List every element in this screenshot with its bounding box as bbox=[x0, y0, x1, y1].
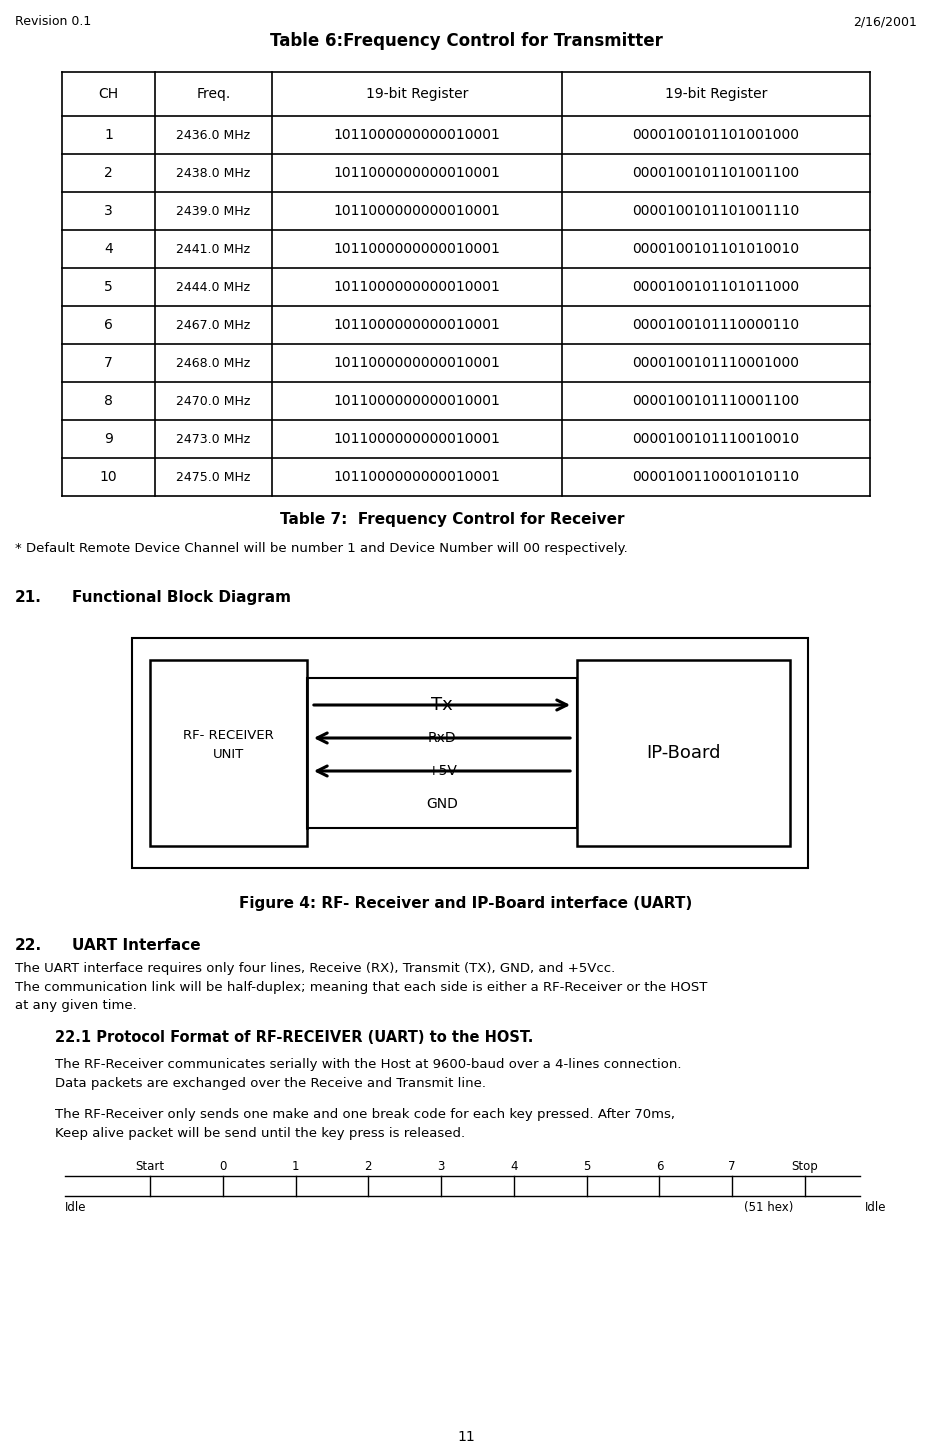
Text: 4: 4 bbox=[510, 1160, 517, 1173]
Text: 21.: 21. bbox=[15, 590, 42, 605]
Text: 2441.0 MHz: 2441.0 MHz bbox=[176, 242, 251, 255]
Text: 6: 6 bbox=[104, 318, 113, 332]
Text: 3: 3 bbox=[104, 204, 113, 218]
Text: CH: CH bbox=[99, 87, 118, 102]
Text: 2468.0 MHz: 2468.0 MHz bbox=[176, 357, 251, 370]
Text: 1011000000000010001: 1011000000000010001 bbox=[334, 165, 500, 180]
Text: 0000100101110000110: 0000100101110000110 bbox=[633, 318, 800, 332]
Text: Freq.: Freq. bbox=[197, 87, 230, 102]
Text: 2439.0 MHz: 2439.0 MHz bbox=[176, 204, 251, 218]
Text: (51 hex): (51 hex) bbox=[744, 1201, 793, 1214]
Text: RF- RECEIVER
UNIT: RF- RECEIVER UNIT bbox=[183, 729, 274, 761]
Text: Start: Start bbox=[135, 1160, 165, 1173]
Text: 2467.0 MHz: 2467.0 MHz bbox=[176, 319, 251, 332]
Text: 0000100101101001110: 0000100101101001110 bbox=[633, 204, 800, 218]
Text: * Default Remote Device Channel will be number 1 and Device Number will 00 respe: * Default Remote Device Channel will be … bbox=[15, 542, 628, 555]
Bar bbox=[150, 660, 307, 845]
Text: 1: 1 bbox=[104, 128, 113, 142]
Text: 1011000000000010001: 1011000000000010001 bbox=[334, 432, 500, 447]
Text: 5: 5 bbox=[104, 280, 113, 294]
Text: 0000100101110001000: 0000100101110001000 bbox=[633, 357, 800, 370]
Text: 0: 0 bbox=[219, 1160, 226, 1173]
Text: 2/16/2001: 2/16/2001 bbox=[853, 14, 917, 28]
Text: 0000100101101010010: 0000100101101010010 bbox=[633, 242, 800, 257]
Text: Idle: Idle bbox=[65, 1201, 87, 1214]
Text: Idle: Idle bbox=[865, 1201, 886, 1214]
Text: 2: 2 bbox=[104, 165, 113, 180]
Text: Functional Block Diagram: Functional Block Diagram bbox=[72, 590, 291, 605]
Text: Revision 0.1: Revision 0.1 bbox=[15, 14, 91, 28]
Bar bbox=[132, 638, 808, 869]
Text: 0000100101101011000: 0000100101101011000 bbox=[633, 280, 800, 294]
Text: The RF-Receiver communicates serially with the Host at 9600-baud over a 4-lines : The RF-Receiver communicates serially wi… bbox=[55, 1058, 681, 1089]
Text: 0000100101101001100: 0000100101101001100 bbox=[633, 165, 800, 180]
Text: 1: 1 bbox=[292, 1160, 299, 1173]
Text: 19-bit Register: 19-bit Register bbox=[366, 87, 468, 102]
Text: 6: 6 bbox=[656, 1160, 664, 1173]
Text: 1011000000000010001: 1011000000000010001 bbox=[334, 204, 500, 218]
Text: 10: 10 bbox=[100, 470, 117, 484]
Text: 1011000000000010001: 1011000000000010001 bbox=[334, 128, 500, 142]
Text: 1011000000000010001: 1011000000000010001 bbox=[334, 280, 500, 294]
Text: Stop: Stop bbox=[791, 1160, 818, 1173]
Text: 0000100110001010110: 0000100110001010110 bbox=[633, 470, 800, 484]
Text: 2470.0 MHz: 2470.0 MHz bbox=[176, 394, 251, 407]
Text: Table 6:Frequency Control for Transmitter: Table 6:Frequency Control for Transmitte… bbox=[269, 32, 663, 49]
Text: 1011000000000010001: 1011000000000010001 bbox=[334, 394, 500, 407]
Text: 2473.0 MHz: 2473.0 MHz bbox=[176, 432, 251, 445]
Text: 1011000000000010001: 1011000000000010001 bbox=[334, 357, 500, 370]
Text: Table 7:  Frequency Control for Receiver: Table 7: Frequency Control for Receiver bbox=[280, 512, 624, 526]
Bar bbox=[307, 679, 577, 828]
Text: IP-Board: IP-Board bbox=[646, 744, 720, 763]
Text: 0000100101110010010: 0000100101110010010 bbox=[633, 432, 800, 447]
Text: 8: 8 bbox=[104, 394, 113, 407]
Text: 4: 4 bbox=[104, 242, 113, 257]
Text: 0000100101110001100: 0000100101110001100 bbox=[633, 394, 800, 407]
Text: 2438.0 MHz: 2438.0 MHz bbox=[176, 167, 251, 180]
Text: 11: 11 bbox=[457, 1430, 475, 1444]
Text: 2444.0 MHz: 2444.0 MHz bbox=[176, 280, 251, 293]
Text: 2: 2 bbox=[364, 1160, 372, 1173]
Text: UART Interface: UART Interface bbox=[72, 938, 200, 953]
Text: The UART interface requires only four lines, Receive (RX), Transmit (TX), GND, a: The UART interface requires only four li… bbox=[15, 961, 707, 1012]
Text: The RF-Receiver only sends one make and one break code for each key pressed. Aft: The RF-Receiver only sends one make and … bbox=[55, 1108, 675, 1140]
Text: 7: 7 bbox=[729, 1160, 736, 1173]
Text: RxD: RxD bbox=[428, 731, 457, 745]
Text: Tx: Tx bbox=[432, 696, 453, 713]
Text: 0000100101101001000: 0000100101101001000 bbox=[633, 128, 800, 142]
Text: 2475.0 MHz: 2475.0 MHz bbox=[176, 470, 251, 483]
Text: 3: 3 bbox=[437, 1160, 445, 1173]
Text: 19-bit Register: 19-bit Register bbox=[665, 87, 767, 102]
Text: GND: GND bbox=[426, 798, 458, 811]
Text: +5V: +5V bbox=[427, 764, 457, 779]
Text: 22.: 22. bbox=[15, 938, 42, 953]
Text: 22.1 Protocol Format of RF-RECEIVER (UART) to the HOST.: 22.1 Protocol Format of RF-RECEIVER (UAR… bbox=[55, 1030, 533, 1045]
Text: 5: 5 bbox=[583, 1160, 590, 1173]
Text: 2436.0 MHz: 2436.0 MHz bbox=[176, 129, 251, 142]
Text: Figure 4: RF- Receiver and IP-Board interface (UART): Figure 4: RF- Receiver and IP-Board inte… bbox=[240, 896, 692, 911]
Text: 1011000000000010001: 1011000000000010001 bbox=[334, 470, 500, 484]
Text: 7: 7 bbox=[104, 357, 113, 370]
Text: 9: 9 bbox=[104, 432, 113, 447]
Text: 1011000000000010001: 1011000000000010001 bbox=[334, 242, 500, 257]
Bar bbox=[577, 660, 790, 845]
Text: 1011000000000010001: 1011000000000010001 bbox=[334, 318, 500, 332]
